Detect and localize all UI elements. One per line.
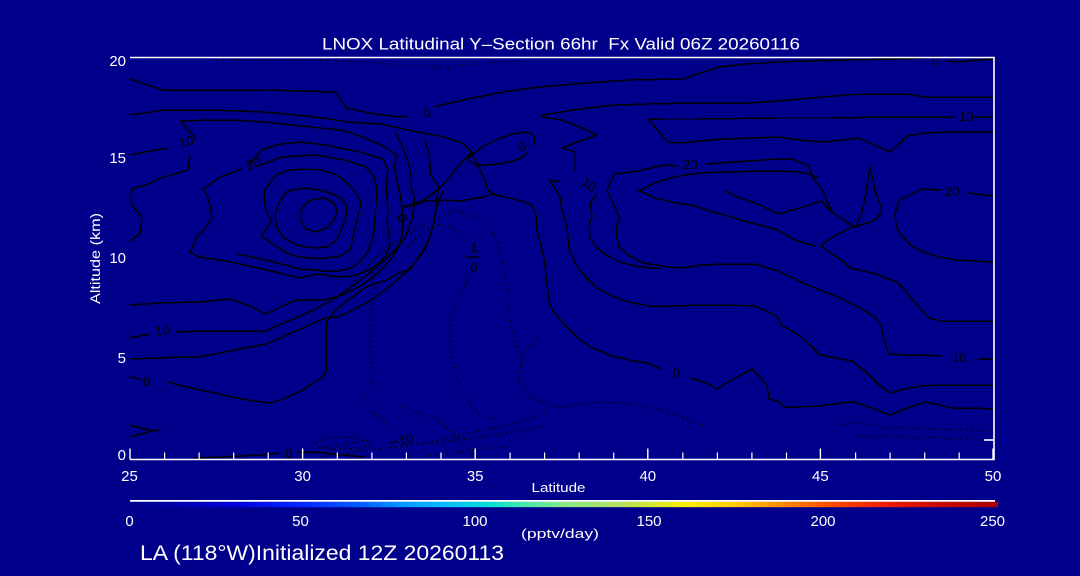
svg-text:20: 20 <box>109 53 126 70</box>
svg-text:15: 15 <box>109 150 126 167</box>
svg-text:1: 1 <box>470 240 477 255</box>
svg-text:0: 0 <box>143 374 150 389</box>
svg-text:LNOX Latitudinal Y–Section 66h: LNOX Latitudinal Y–Section 66hr Fx Valid… <box>322 34 800 53</box>
svg-text:20: 20 <box>244 154 263 173</box>
svg-text:10: 10 <box>397 430 415 448</box>
svg-text:10: 10 <box>177 132 195 150</box>
svg-text:20: 20 <box>945 184 959 199</box>
svg-text:100: 100 <box>462 513 487 530</box>
svg-text:250: 250 <box>980 513 1005 530</box>
svg-text:200: 200 <box>810 513 835 530</box>
svg-text:40: 40 <box>639 468 656 485</box>
svg-text:50: 50 <box>292 513 309 530</box>
svg-text:0: 0 <box>125 513 133 530</box>
svg-text:(pptv/day): (pptv/day) <box>521 526 599 541</box>
svg-text:20: 20 <box>683 157 697 172</box>
svg-text:45: 45 <box>812 468 829 485</box>
svg-text:25: 25 <box>121 468 138 485</box>
svg-text:5: 5 <box>118 350 126 367</box>
svg-text:150: 150 <box>636 513 661 530</box>
svg-text:0: 0 <box>470 260 477 275</box>
svg-text:0: 0 <box>285 446 292 461</box>
svg-text:Latitude: Latitude <box>532 481 586 495</box>
svg-text:0: 0 <box>672 364 682 380</box>
svg-text:0: 0 <box>118 447 126 464</box>
svg-text:LA (118°W)Initialized 12Z 2026: LA (118°W)Initialized 12Z 20260113 <box>140 542 504 565</box>
svg-text:10: 10 <box>959 109 973 124</box>
svg-text:10: 10 <box>952 350 966 365</box>
svg-text:10: 10 <box>154 322 170 339</box>
svg-text:35: 35 <box>467 468 484 485</box>
svg-text:0: 0 <box>932 53 939 68</box>
svg-text:30: 30 <box>294 468 311 485</box>
svg-text:10: 10 <box>109 250 126 267</box>
svg-text:50: 50 <box>985 468 1002 485</box>
svg-text:Altitude (km): Altitude (km) <box>88 213 103 304</box>
